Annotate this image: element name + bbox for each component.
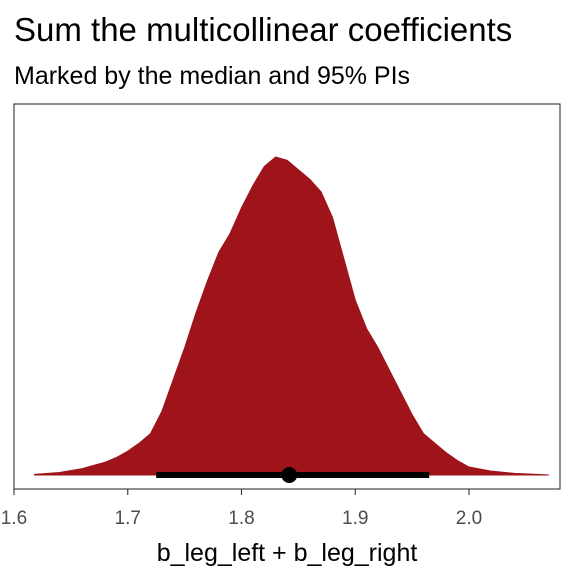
plot-area <box>33 156 550 483</box>
x-tick-label: 1.9 <box>342 508 368 529</box>
median-point <box>281 467 298 483</box>
chart-subtitle: Marked by the median and 95% PIs <box>14 62 410 90</box>
density-area <box>33 156 550 476</box>
chart-title: Sum the multicollinear coefficients <box>14 11 512 48</box>
x-axis: 1.6 1.7 1.8 1.9 2.0 <box>1 489 482 529</box>
x-tick-label: 1.6 <box>1 508 27 529</box>
x-axis-title: b_leg_left + b_leg_right <box>157 539 418 567</box>
x-tick-label: 1.7 <box>115 508 141 529</box>
x-tick-label: 2.0 <box>456 508 482 529</box>
x-tick-label: 1.8 <box>228 508 254 529</box>
panel-border <box>13 103 561 490</box>
